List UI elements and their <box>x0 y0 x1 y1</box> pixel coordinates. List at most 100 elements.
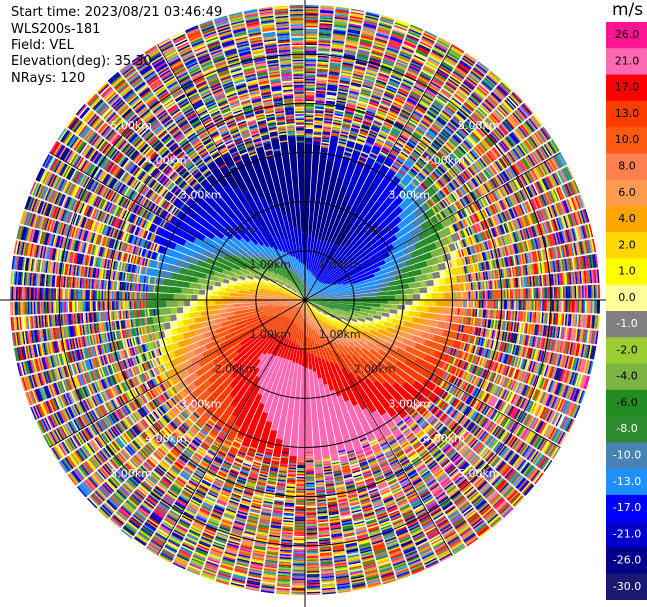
gate-segment <box>332 35 345 39</box>
gate-segment <box>462 208 468 217</box>
gate-segment <box>457 211 463 220</box>
gate-segment <box>522 103 532 115</box>
gate-segment <box>431 196 439 204</box>
gate-segment <box>393 68 405 75</box>
gate-segment <box>411 114 421 122</box>
gate-segment <box>429 126 439 135</box>
gate-segment <box>392 101 403 108</box>
gate-segment <box>527 200 534 212</box>
gate-segment <box>537 237 542 249</box>
gate-segment <box>493 162 501 172</box>
gate-segment <box>462 291 468 300</box>
gate-segment <box>334 114 343 118</box>
gate-segment <box>342 267 381 285</box>
gate-segment <box>491 270 495 280</box>
gate-segment <box>539 195 546 207</box>
gate-segment <box>495 226 500 236</box>
gate-segment <box>317 56 329 60</box>
gate-segment <box>512 255 517 266</box>
gate-segment <box>526 300 528 311</box>
gate-segment <box>446 81 458 90</box>
gate-segment <box>445 237 450 245</box>
gate-segment <box>522 173 530 185</box>
gate-segment <box>492 259 496 269</box>
gate-segment <box>416 305 429 313</box>
gate-segment <box>422 168 430 176</box>
gate-segment <box>410 168 418 175</box>
gate-segment <box>494 128 504 139</box>
gate-segment <box>442 87 453 96</box>
gate-segment <box>454 222 460 231</box>
gate-segment <box>433 195 440 203</box>
gate-segment <box>551 156 560 170</box>
gate-segment <box>571 271 575 285</box>
gate-segment <box>375 140 384 146</box>
gate-segment <box>438 284 451 293</box>
gate-segment <box>408 65 421 72</box>
gate-segment <box>433 76 445 84</box>
gate-segment <box>381 312 390 318</box>
gate-segment <box>354 142 364 151</box>
gate-segment <box>500 199 507 210</box>
gate-segment <box>504 154 512 165</box>
gate-segment <box>474 291 477 299</box>
gate-segment <box>331 131 340 134</box>
gate-segment <box>493 215 499 225</box>
gate-segment <box>397 156 405 163</box>
gate-segment <box>554 218 560 231</box>
gate-segment <box>367 134 377 140</box>
gate-segment <box>500 186 507 197</box>
gate-segment <box>519 277 522 288</box>
gate-segment <box>514 255 518 266</box>
gate-segment <box>521 188 529 200</box>
gate-segment <box>458 210 464 219</box>
gate-segment <box>334 109 345 113</box>
gate-segment <box>560 231 565 244</box>
gate-segment <box>365 12 380 18</box>
gate-segment <box>523 228 529 240</box>
gate-segment <box>517 127 526 139</box>
gate-segment <box>385 118 395 124</box>
gate-segment <box>436 117 446 125</box>
gate-segment <box>305 120 314 122</box>
gate-segment <box>360 90 371 95</box>
gate-segment <box>306 251 310 270</box>
gate-segment <box>544 235 549 247</box>
gate-segment <box>436 203 442 211</box>
gate-segment <box>412 56 425 63</box>
gate-segment <box>475 290 478 299</box>
gate-segment <box>456 147 465 156</box>
gate-segment <box>436 192 443 200</box>
gate-segment <box>305 93 315 96</box>
gate-segment <box>472 190 479 200</box>
gate-segment <box>531 184 538 196</box>
gate-segment <box>362 144 372 155</box>
gate-segment <box>372 92 382 98</box>
gate-segment <box>395 61 408 68</box>
gate-segment <box>403 127 413 134</box>
gate-segment <box>584 224 589 239</box>
gate-segment <box>459 173 467 182</box>
gate-segment <box>310 281 321 294</box>
gate-segment <box>428 221 444 235</box>
gate-segment <box>423 116 433 124</box>
gate-segment <box>560 216 566 229</box>
gate-segment <box>305 46 317 49</box>
gate-segment <box>495 269 499 279</box>
gate-segment <box>535 131 545 144</box>
gate-segment <box>481 184 489 194</box>
gate-segment <box>305 121 314 124</box>
gate-segment <box>569 181 576 195</box>
gate-segment <box>313 137 321 141</box>
gate-segment <box>522 277 525 288</box>
gate-segment <box>394 64 407 71</box>
gate-segment <box>322 265 341 284</box>
gate-segment <box>406 69 419 76</box>
gate-segment <box>366 109 376 114</box>
gate-segment <box>346 36 359 40</box>
gate-segment <box>489 280 493 290</box>
gate-segment <box>348 134 357 139</box>
gate-segment <box>456 189 463 198</box>
gate-segment <box>468 255 474 264</box>
